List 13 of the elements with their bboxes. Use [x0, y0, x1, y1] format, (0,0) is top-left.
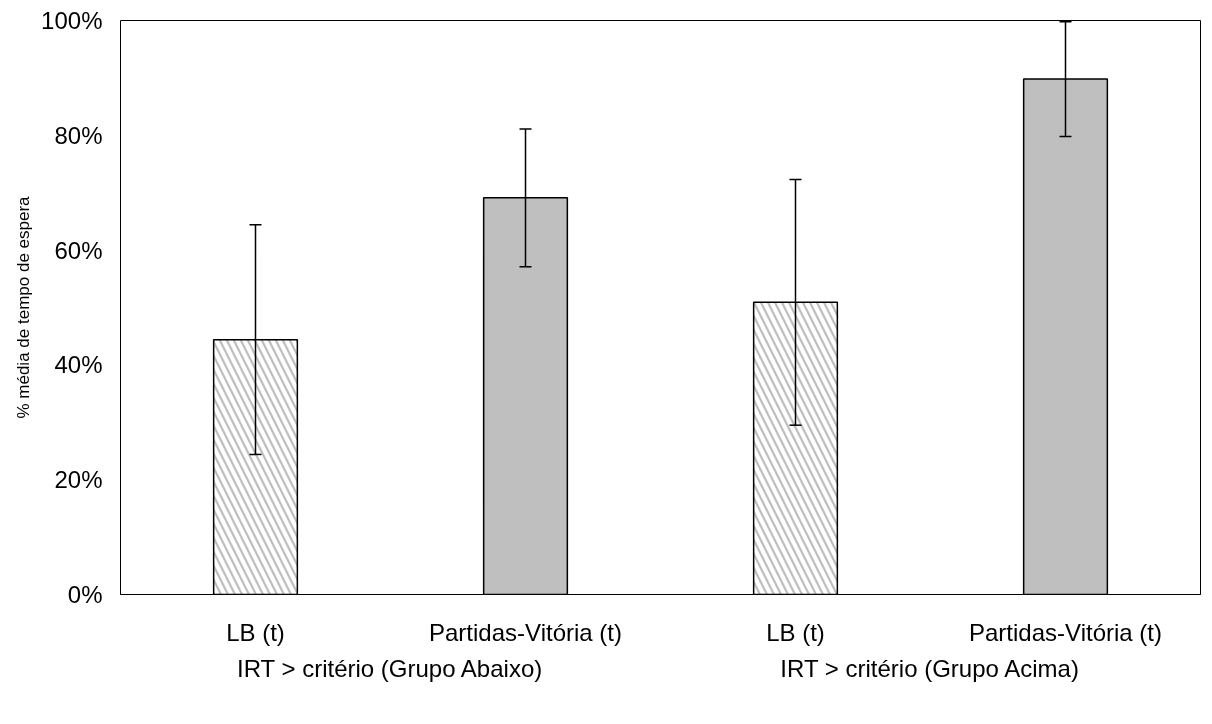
y-tick-label: 100%: [41, 7, 103, 34]
y-tick-label: 80%: [54, 121, 103, 149]
y-tick-label: 20%: [54, 466, 103, 494]
y-axis-title: % média de tempo de espera: [14, 195, 34, 419]
x-tick-label: Partidas-Vitória (t): [429, 618, 622, 646]
text: IRT > critério (Grupo Abaixo): [237, 654, 543, 682]
x-tick-label: Partidas-Vitória (t): [969, 618, 1162, 646]
y-tick-label: 60%: [54, 236, 103, 264]
text: IRT > critério (Grupo Acima): [780, 654, 1079, 682]
x-tick-label: LB (t): [766, 618, 825, 646]
y-tick-label: 40%: [54, 351, 103, 379]
x-tick-label: LB (t): [226, 618, 285, 646]
y-tick-label: 0%: [67, 581, 103, 608]
